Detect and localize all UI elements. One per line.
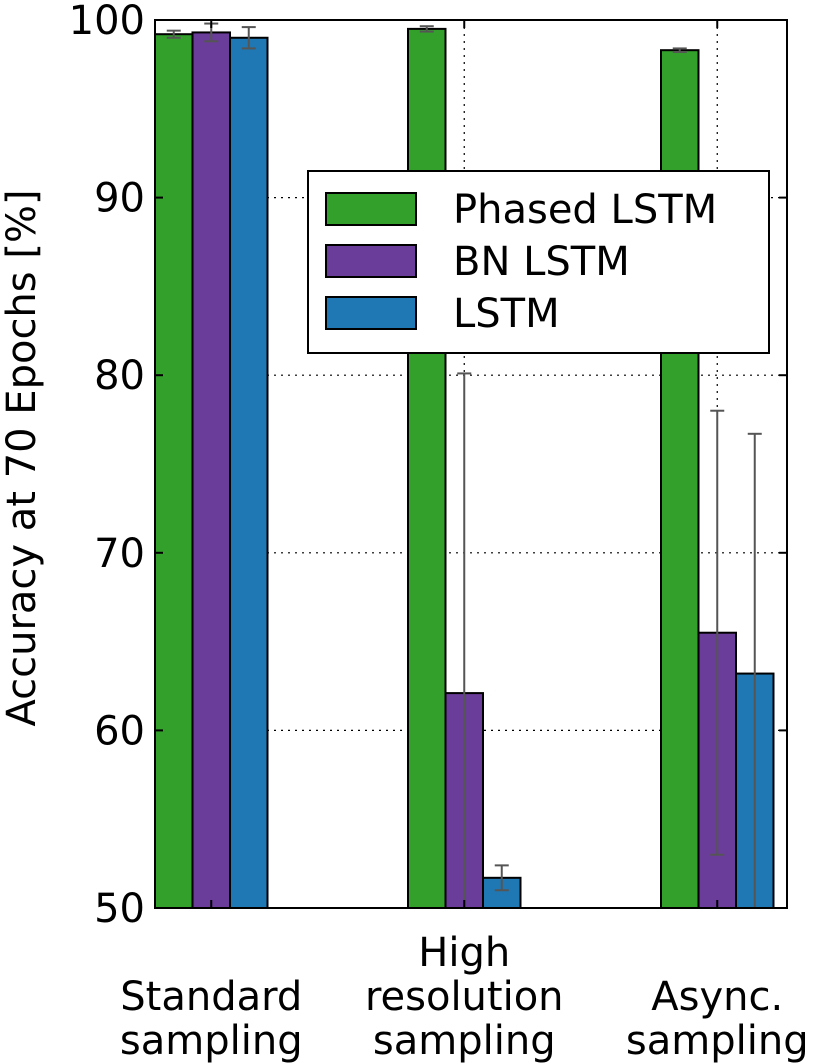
y-tick-label: 60	[94, 708, 145, 754]
bar-bn-lstm	[191, 31, 231, 909]
legend-label: LSTM	[453, 291, 560, 337]
bar-lstm	[229, 36, 269, 909]
y-tick-label: 80	[94, 353, 145, 399]
x-category-label: sampling	[120, 1018, 303, 1064]
bar-phased-lstm	[407, 27, 447, 909]
legend-item: Phased LSTM	[325, 187, 717, 233]
x-category-label: High	[418, 930, 510, 976]
legend-label: BN LSTM	[453, 239, 630, 285]
y-tick-label: 90	[94, 176, 145, 222]
error-bar	[710, 409, 725, 856]
legend-item: BN LSTM	[325, 239, 630, 285]
legend-swatch	[325, 296, 417, 330]
axis-ticks: 50 60 70 80 90 100	[69, 0, 787, 932]
error-bar	[672, 47, 687, 53]
x-category-label: sampling	[626, 1018, 809, 1064]
y-tick-label: 70	[94, 531, 145, 577]
legend-label: Phased LSTM	[453, 187, 717, 233]
legend: Phased LSTM BN LSTM LSTM	[307, 170, 770, 354]
x-category-label: Async.	[651, 974, 783, 1020]
y-tick-label: 100	[69, 0, 145, 44]
error-bar	[494, 864, 509, 892]
legend-swatch	[325, 244, 417, 278]
x-category-label: Standard	[120, 974, 302, 1020]
plot-frame	[154, 19, 788, 909]
x-axis-labels: StandardsamplingHighresolutionsamplingAs…	[120, 930, 809, 1064]
y-axis-title: Accuracy at 70 Epochs [%]	[0, 189, 45, 726]
error-bar	[166, 29, 181, 39]
x-category-label: resolution	[365, 974, 564, 1020]
error-bar	[419, 25, 434, 33]
x-category-label: sampling	[373, 1018, 556, 1064]
error-bars	[166, 22, 762, 909]
legend-item: LSTM	[325, 291, 560, 337]
y-tick-label: 50	[94, 886, 145, 932]
legend-swatch	[325, 192, 417, 226]
error-bar	[241, 26, 256, 50]
bar-phased-lstm	[154, 33, 194, 909]
